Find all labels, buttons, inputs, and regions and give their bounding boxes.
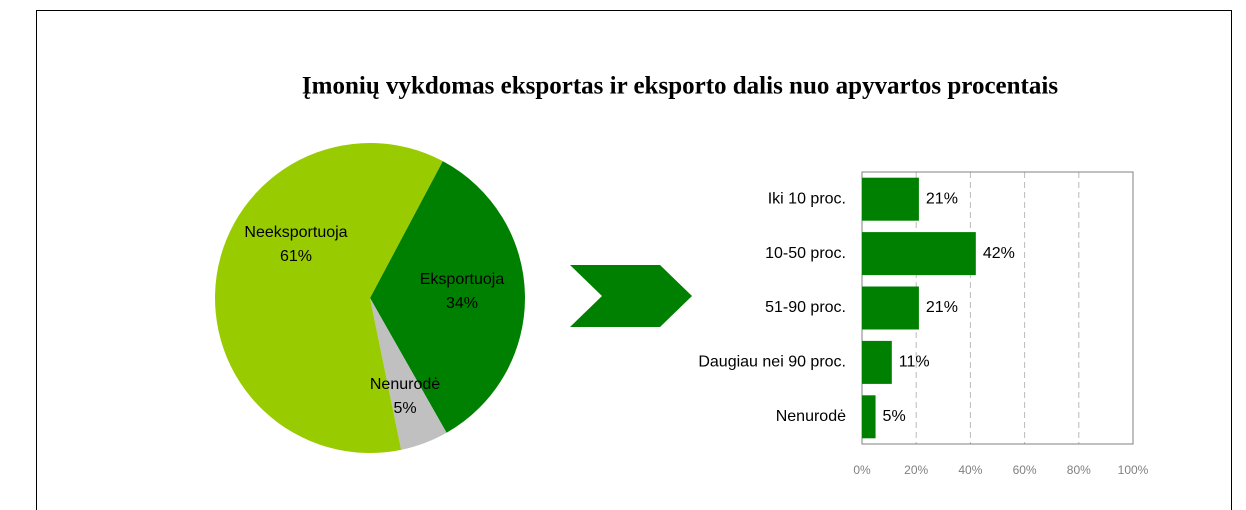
pie-slice bbox=[370, 298, 447, 450]
pie-slice bbox=[370, 161, 525, 433]
x-tick-label: 60% bbox=[1013, 463, 1037, 477]
slice-label: Nenurodė bbox=[370, 376, 440, 393]
x-tick-label: 80% bbox=[1067, 463, 1091, 477]
y-tick-label: 51-90 proc. bbox=[765, 299, 846, 316]
bar bbox=[862, 340, 892, 384]
x-tick-label: 40% bbox=[958, 463, 982, 477]
arrow bbox=[570, 265, 692, 327]
data-label: 5% bbox=[883, 408, 906, 425]
x-tick-label: 100% bbox=[1118, 463, 1149, 477]
slice-value: 61% bbox=[280, 248, 312, 265]
bar bbox=[862, 232, 976, 276]
y-tick-label: Iki 10 proc. bbox=[768, 190, 846, 207]
slice-label: Neeksportuoja bbox=[244, 224, 347, 241]
frame bbox=[36, 10, 1232, 510]
x-tick-label: 20% bbox=[904, 463, 928, 477]
data-label: 21% bbox=[926, 190, 958, 207]
y-tick-label: 10-50 proc. bbox=[765, 245, 846, 262]
bar bbox=[862, 395, 876, 439]
x-tick-label: 0% bbox=[853, 463, 871, 477]
data-label: 21% bbox=[926, 299, 958, 316]
data-label: 11% bbox=[899, 354, 930, 371]
chart-title: Įmonių vykdomas eksportas ir eksporto da… bbox=[302, 73, 1058, 100]
slice-value: 34% bbox=[446, 295, 478, 312]
bar bbox=[862, 286, 919, 330]
bar bbox=[862, 177, 919, 221]
y-tick-label: Daugiau nei 90 proc. bbox=[698, 354, 846, 371]
data-label: 42% bbox=[983, 245, 1015, 262]
slice-value: 5% bbox=[393, 400, 416, 417]
slice-label: Eksportuoja bbox=[420, 271, 505, 288]
y-tick-label: Nenurodė bbox=[776, 408, 846, 425]
pie-slice bbox=[215, 142, 443, 453]
